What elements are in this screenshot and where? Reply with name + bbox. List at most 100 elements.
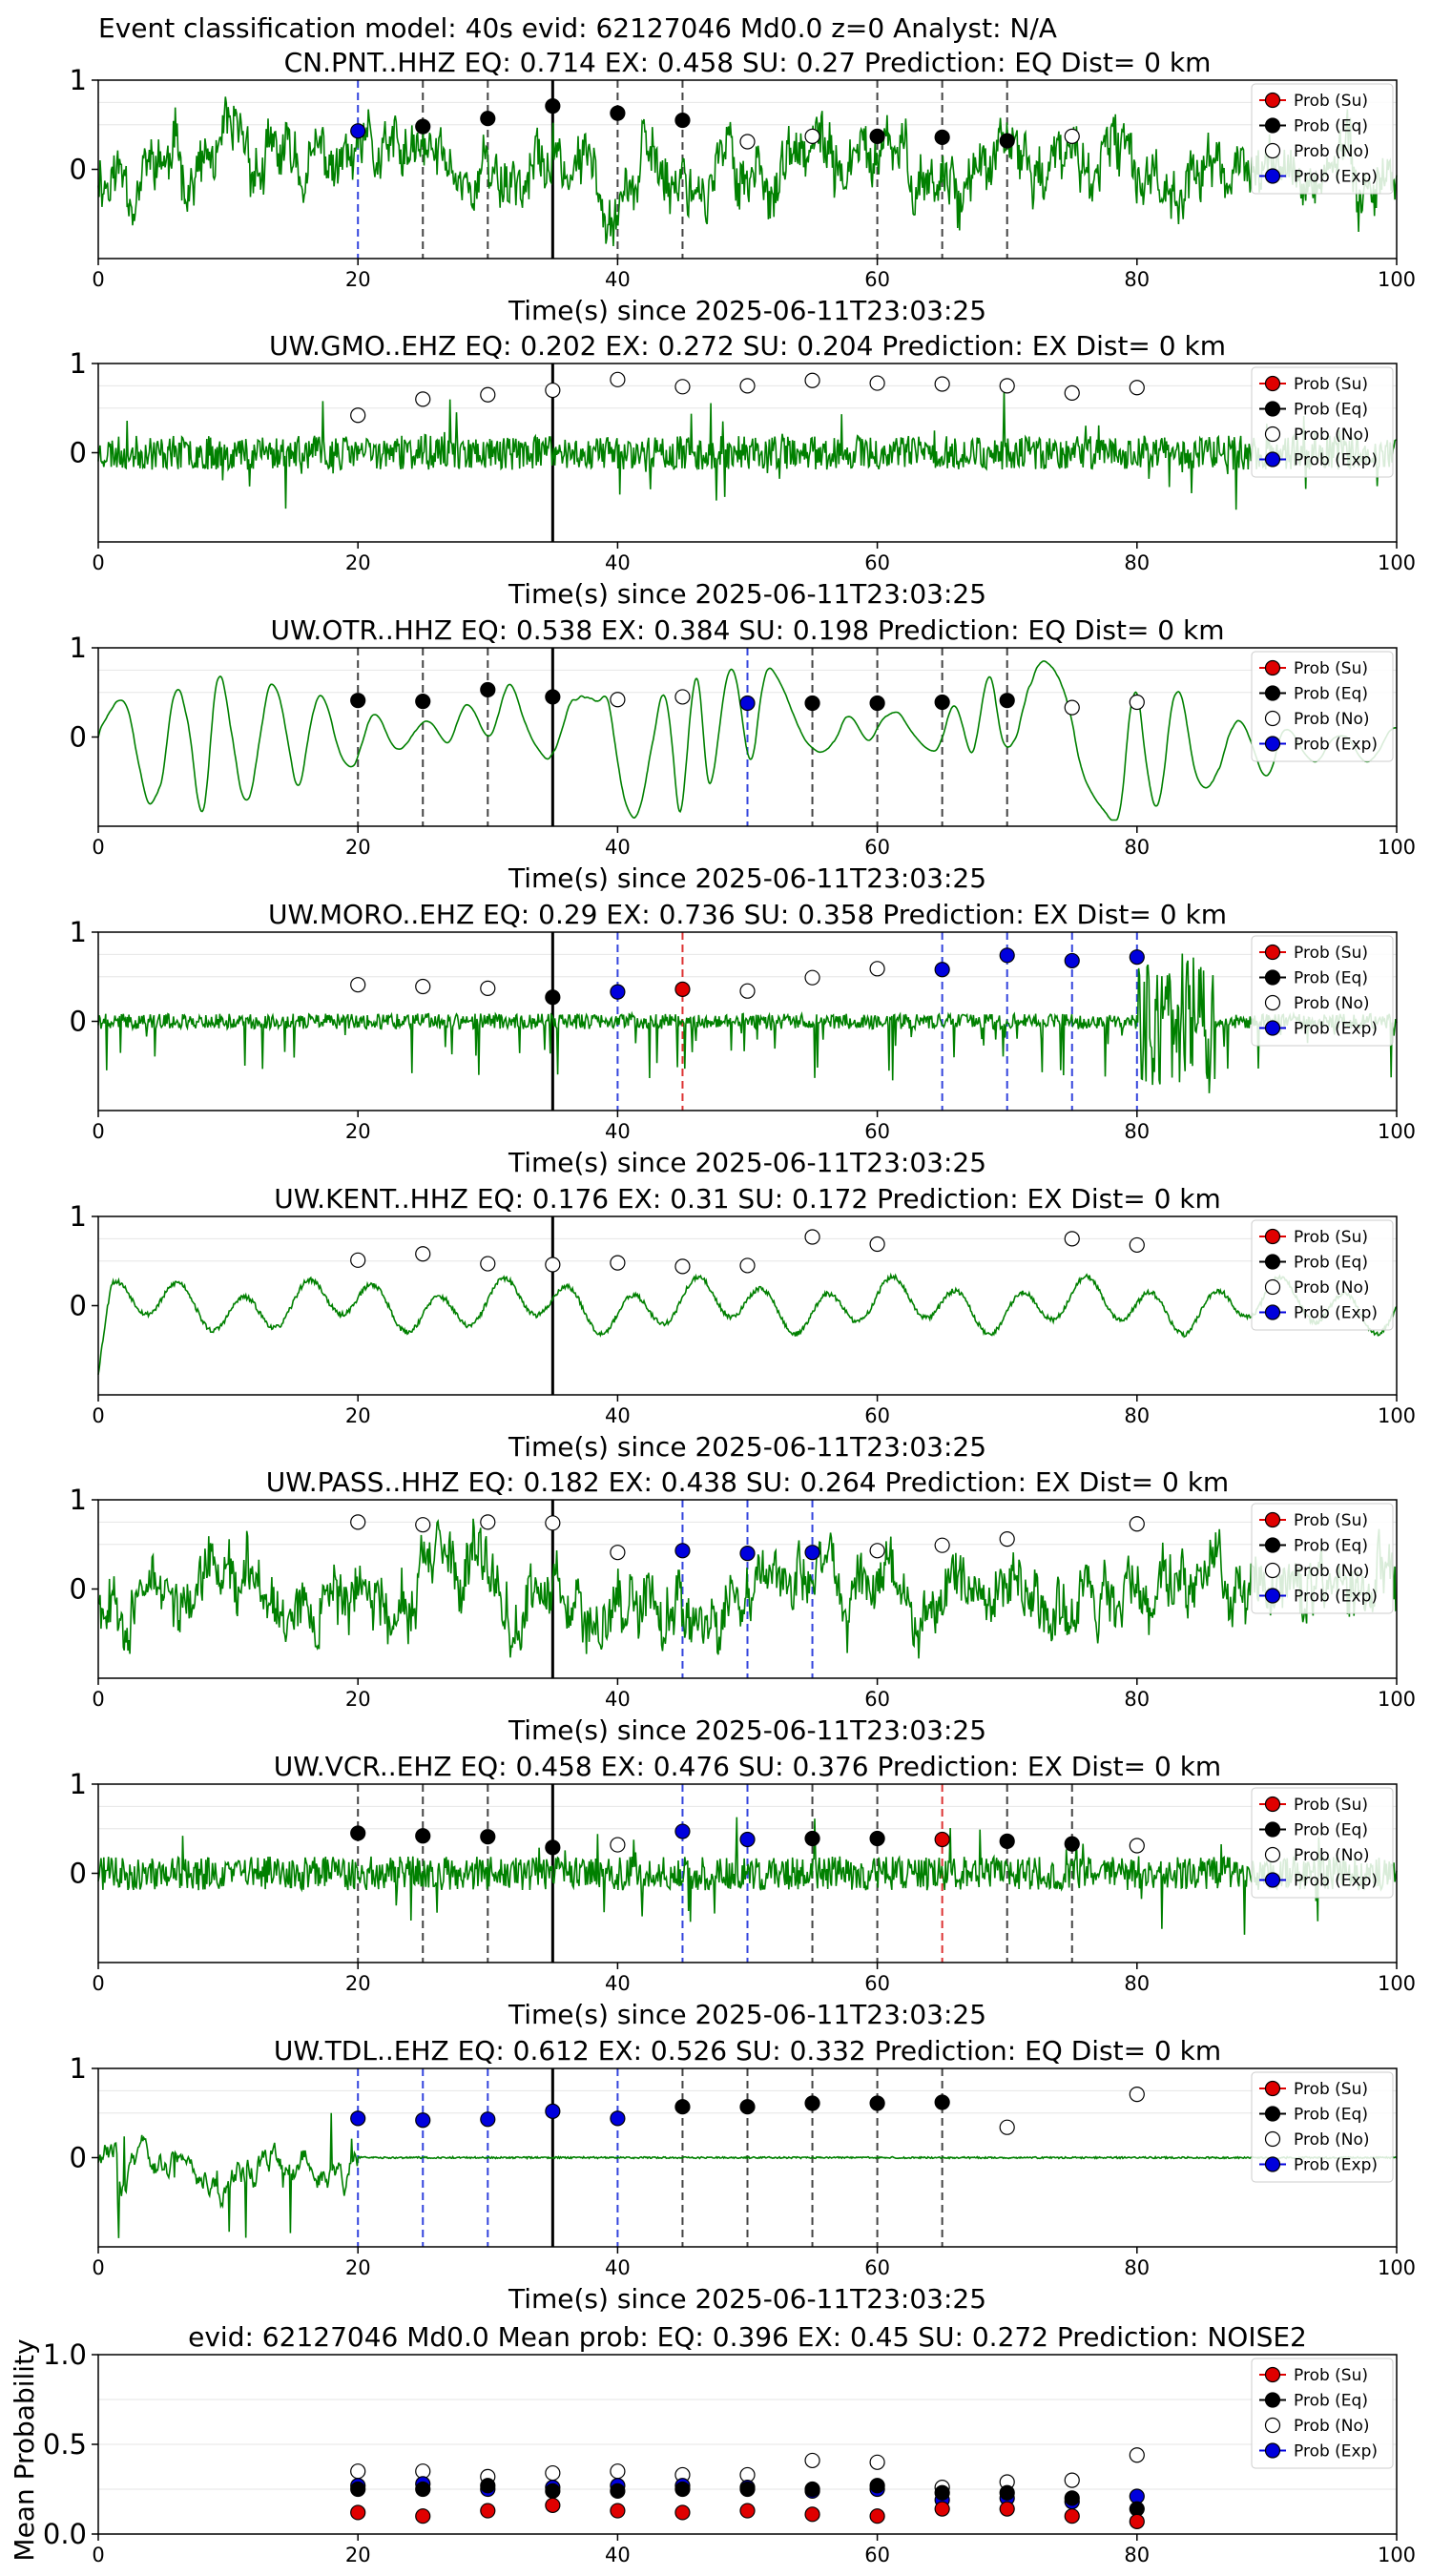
mean-point-su: [1064, 2508, 1080, 2524]
x-tick-label: 0: [92, 836, 104, 859]
x-axis-label: Time(s) since 2025-06-11T23:03:25: [508, 862, 986, 894]
prob-point-no: [1129, 694, 1145, 711]
plot-frame: [97, 1215, 1398, 1396]
prob-point-eq: [480, 111, 496, 127]
legend-label: Prob (Exp): [1294, 1588, 1378, 1607]
x-tick-label: 100: [1378, 2544, 1416, 2566]
prob-point-no: [1129, 2087, 1145, 2103]
prob-point-no: [804, 372, 820, 388]
chart-title: UW.MORO..EHZ EQ: 0.29 EX: 0.736 SU: 0.35…: [268, 899, 1227, 930]
prob-point-exp: [739, 695, 756, 712]
legend-marker-no: [1264, 426, 1281, 443]
x-tick-label: 40: [605, 551, 631, 574]
y-tick-label: 0: [70, 154, 87, 186]
mean-point-su: [934, 2501, 950, 2517]
y-tick-label: 1: [70, 632, 87, 664]
x-tick-label: 0: [92, 1404, 104, 1427]
prob-point-exp: [739, 1545, 756, 1562]
waveform-trace: [97, 660, 1398, 821]
prob-point-eq: [480, 681, 496, 698]
legend-marker-exp: [1264, 168, 1281, 184]
x-tick-label: 0: [92, 1688, 104, 1711]
prob-point-exp: [415, 2112, 431, 2129]
legend-label: Prob (Exp): [1294, 2442, 1378, 2462]
prob-point-eq: [545, 989, 561, 1006]
prob-point-no: [869, 1236, 885, 1253]
y-tick-label: 1: [70, 1484, 87, 1516]
prob-point-exp: [545, 2103, 561, 2119]
legend-marker-no: [1264, 710, 1281, 727]
y-tick-label: 1: [70, 916, 87, 948]
x-tick-label: 80: [1124, 1972, 1150, 1995]
x-tick-label: 60: [864, 1688, 890, 1711]
chart-title: evid: 62127046 Md0.0 Mean prob: EQ: 0.39…: [188, 2321, 1307, 2353]
legend-marker-exp: [1264, 451, 1281, 467]
x-axis-label: Time(s) since 2025-06-11T23:03:25: [508, 2283, 986, 2315]
prob-point-exp: [739, 1831, 756, 1848]
legend-marker-no: [1264, 2130, 1281, 2148]
prob-point-exp: [350, 2110, 366, 2127]
prob-point-eq: [999, 693, 1015, 709]
legend-label: Prob (Su): [1294, 2366, 1368, 2385]
prob-point-no: [869, 1543, 885, 1559]
x-tick-label: 20: [345, 1404, 371, 1427]
legend-marker-su: [1264, 2366, 1281, 2383]
prob-point-no: [610, 371, 626, 387]
legend-marker-su: [1264, 1796, 1281, 1813]
y-tick-label: 0: [70, 437, 87, 469]
x-tick-label: 80: [1124, 2544, 1150, 2566]
legend-marker-eq: [1264, 2392, 1281, 2408]
prob-point-no: [610, 1837, 626, 1853]
x-axis-label: Time(s) since 2025-06-11T23:03:25: [508, 1147, 986, 1178]
prob-point-no: [415, 978, 431, 995]
prob-point-no: [999, 378, 1015, 394]
prob-point-no: [999, 2119, 1015, 2135]
legend: Prob (Su) Prob (Eq) Prob (No) Prob (Exp): [1251, 1787, 1394, 1899]
legend-box: [1251, 366, 1394, 478]
mean-point-eq: [674, 2481, 691, 2498]
mean-point-su: [804, 2506, 820, 2523]
chart-title: CN.PNT..HHZ EQ: 0.714 EX: 0.458 SU: 0.27…: [284, 47, 1212, 78]
x-tick-label: 40: [605, 2544, 631, 2566]
x-tick-label: 60: [864, 268, 890, 291]
chart-panel-1: CN.PNT..HHZ EQ: 0.714 EX: 0.458 SU: 0.27…: [70, 47, 1417, 326]
mean-point-su: [674, 2504, 691, 2521]
legend-marker-su: [1264, 92, 1281, 109]
y-tick-label: 0.5: [43, 2428, 87, 2461]
legend-label: Prob (Exp): [1294, 1872, 1378, 1891]
chart-panel-3: UW.OTR..HHZ EQ: 0.538 EX: 0.384 SU: 0.19…: [70, 614, 1417, 894]
legend-label: Prob (No): [1294, 2130, 1370, 2150]
prob-point-eq: [934, 694, 950, 711]
prob-point-no: [545, 1257, 561, 1273]
prob-point-eq: [545, 98, 561, 114]
legend-box: [1251, 1787, 1394, 1899]
prob-point-no: [415, 1246, 431, 1262]
legend-marker-exp: [1264, 736, 1281, 752]
legend-marker-eq: [1264, 1254, 1281, 1270]
prob-point-eq: [674, 112, 691, 129]
legend-label: Prob (No): [1294, 142, 1370, 161]
x-tick-label: 0: [92, 2256, 104, 2279]
prob-point-no: [674, 379, 691, 395]
y-tick-label: 1: [70, 1768, 87, 1800]
x-tick-label: 60: [864, 1120, 890, 1143]
prob-point-eq: [869, 1830, 885, 1847]
legend: Prob (Su) Prob (Eq) Prob (No) Prob (Exp): [1251, 2071, 1394, 2183]
x-tick-label: 40: [605, 2256, 631, 2279]
y-tick-label: 1: [70, 1200, 87, 1233]
prob-point-no: [480, 386, 496, 403]
prob-point-no: [480, 1514, 496, 1530]
legend-label: Prob (Su): [1294, 1511, 1368, 1530]
prob-point-no: [545, 1515, 561, 1531]
mean-point-no: [545, 2464, 561, 2482]
legend-marker-exp: [1264, 1304, 1281, 1320]
legend-label: Prob (Exp): [1294, 1020, 1378, 1039]
chart-panel-2: UW.GMO..EHZ EQ: 0.202 EX: 0.272 SU: 0.20…: [70, 330, 1417, 610]
prob-point-eq: [545, 1839, 561, 1856]
x-tick-label: 20: [345, 1120, 371, 1143]
legend-label: Prob (No): [1294, 1562, 1370, 1581]
legend-box: [1251, 935, 1394, 1047]
x-tick-label: 60: [864, 2544, 890, 2566]
prob-point-exp: [1064, 952, 1080, 969]
x-tick-label: 80: [1124, 268, 1150, 291]
